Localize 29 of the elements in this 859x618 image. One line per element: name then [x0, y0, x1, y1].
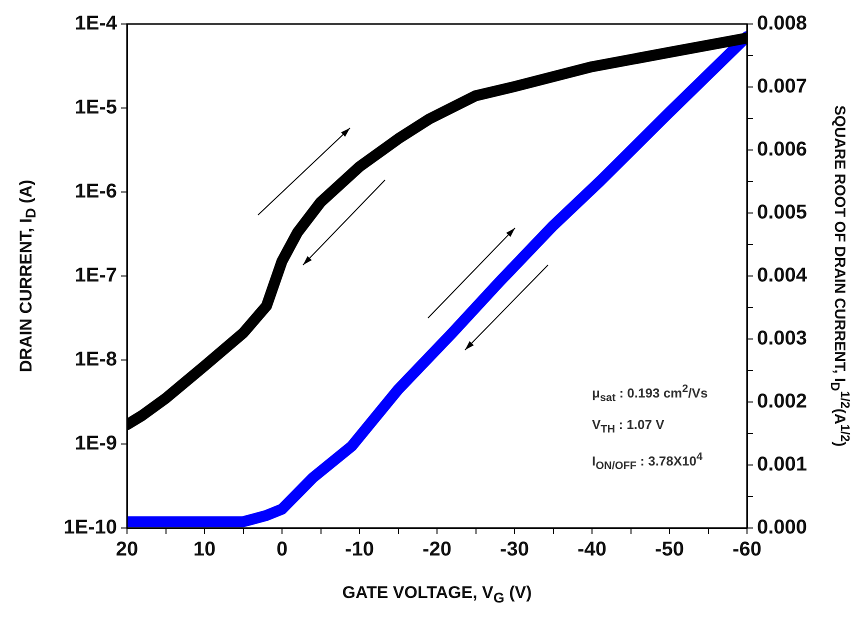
y2-tick-label: 0.006: [757, 138, 808, 161]
annotation: I$_{ON/OFF}$ : 3.78X10$^{4}$: [592, 451, 703, 472]
y-tick-label: 1E-9: [74, 432, 117, 455]
x-axis-title: GATE VOLTAGE, V$_{G}$ (V): [342, 583, 532, 606]
y2-tick-label: 0.008: [757, 12, 808, 35]
y2-tick-label: 0.002: [757, 390, 808, 413]
x-tick-label: -50: [655, 538, 684, 561]
y-tick-label: 1E-10: [64, 516, 117, 539]
x-tick-label: -40: [578, 538, 606, 561]
x-tick-label: 10: [193, 538, 216, 561]
y-tick-label: 1E-7: [74, 264, 117, 287]
annotation: μ$_{sat}$ : 0.193 cm$^{2}$/Vs: [592, 383, 708, 404]
y-tick-label: 1E-5: [74, 96, 117, 119]
y2-tick-label: 0.001: [757, 454, 808, 476]
annotation: V$_{TH}$ : 1.07 V: [592, 417, 664, 436]
y2-tick-label: 0.005: [757, 202, 808, 224]
y-tick-label: 1E-8: [74, 348, 117, 371]
y2-tick-label: 0.007: [757, 76, 808, 98]
x-tick-label: 0: [276, 538, 288, 561]
x-tick-label: -30: [500, 538, 529, 561]
y-tick-label: 1E-6: [74, 180, 117, 203]
x-tick-label: -60: [732, 538, 762, 561]
y2-tick-label: 0.004: [757, 264, 808, 287]
y2-tick-label: 0.000: [757, 516, 808, 539]
x-tick-label: -10: [345, 538, 374, 561]
y-tick-label: 1E-4: [74, 12, 118, 35]
x-tick-label: 20: [116, 538, 138, 561]
x-tick-label: -20: [422, 538, 452, 561]
y2-tick-label: 0.003: [757, 328, 808, 350]
